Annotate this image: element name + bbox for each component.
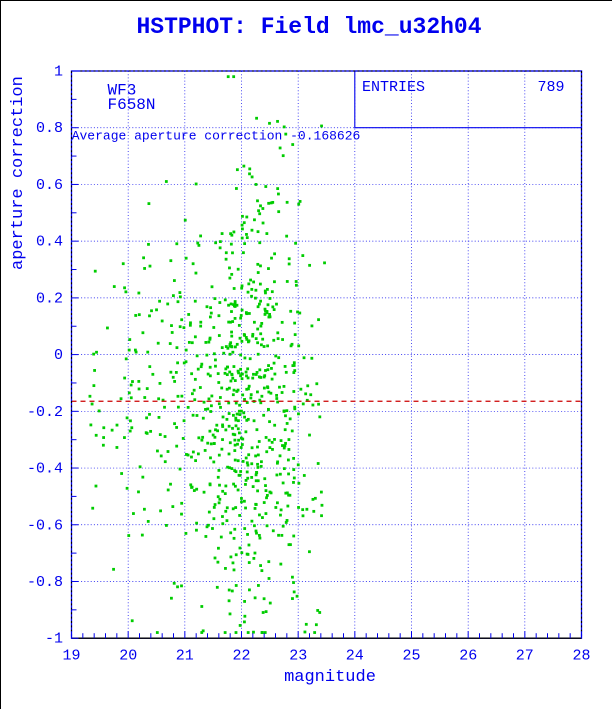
svg-text:22: 22 bbox=[232, 648, 250, 665]
svg-text:HSTPHOT: Field lmc_u32h04: HSTPHOT: Field lmc_u32h04 bbox=[136, 14, 481, 40]
svg-text:aperture correction: aperture correction bbox=[9, 76, 28, 270]
svg-text:0.2: 0.2 bbox=[36, 290, 63, 307]
svg-text:20: 20 bbox=[119, 648, 137, 665]
svg-text:27: 27 bbox=[516, 648, 534, 665]
svg-text:ENTRIES: ENTRIES bbox=[362, 79, 425, 96]
svg-text:26: 26 bbox=[459, 648, 477, 665]
svg-text:0.8: 0.8 bbox=[36, 120, 63, 137]
svg-text:0.4: 0.4 bbox=[36, 234, 63, 251]
svg-text:0: 0 bbox=[54, 347, 63, 364]
svg-text:-0.8: -0.8 bbox=[27, 574, 63, 591]
svg-text:F658N: F658N bbox=[108, 96, 156, 114]
svg-text:magnitude: magnitude bbox=[284, 668, 376, 687]
svg-text:789: 789 bbox=[537, 79, 564, 96]
svg-text:Average aperture correction -0: Average aperture correction -0.168626 bbox=[72, 129, 361, 144]
svg-text:24: 24 bbox=[346, 648, 364, 665]
svg-text:25: 25 bbox=[402, 648, 420, 665]
svg-text:-0.2: -0.2 bbox=[27, 404, 63, 421]
svg-text:-1: -1 bbox=[45, 631, 63, 648]
svg-text:1: 1 bbox=[54, 64, 63, 81]
svg-text:-0.4: -0.4 bbox=[27, 461, 63, 478]
svg-text:0.6: 0.6 bbox=[36, 177, 63, 194]
svg-text:28: 28 bbox=[572, 648, 590, 665]
svg-text:21: 21 bbox=[176, 648, 194, 665]
svg-text:-0.6: -0.6 bbox=[27, 517, 63, 534]
svg-text:23: 23 bbox=[289, 648, 307, 665]
svg-text:19: 19 bbox=[62, 648, 80, 665]
